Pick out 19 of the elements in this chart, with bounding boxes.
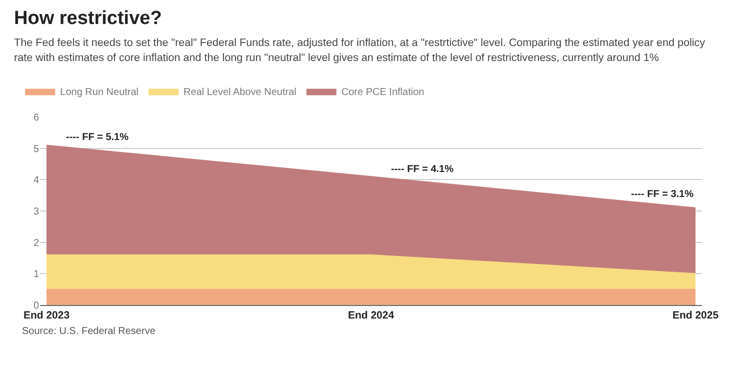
source-note: Source: U.S. Federal Reserve — [22, 326, 156, 338]
y-tick-label: 1 — [33, 269, 40, 280]
legend-label: Long Run Neutral — [60, 87, 139, 98]
x-tick-label: End 2024 — [348, 310, 394, 322]
y-tick-label: 5 — [33, 144, 40, 155]
legend-label: Core PCE Inflation — [341, 87, 424, 98]
chart-subtitle: The Fed feels it needs to set the "real" Federal Funds rate, adjusted for inflation, at a "restrtictive" level. Comparing the estimated year end policy rate with estimates of core inflation and the long run "neutral" level gives an estimate of the level of restrictiveness, currently around 1% — [14, 36, 706, 66]
annotation: ---- FF = 4.1% — [391, 164, 454, 176]
annotation: ---- FF = 5.1% — [66, 132, 129, 144]
x-tick-label: End 2023 — [23, 310, 70, 322]
y-tick-label: 2 — [33, 238, 40, 249]
y-tick-label: 6 — [33, 112, 40, 124]
annotation: ---- FF = 3.1% — [631, 189, 694, 200]
y-tick-label: 0 — [33, 300, 40, 312]
y-tick-label: 4 — [33, 175, 40, 186]
chart-title: How restrictive? — [14, 8, 163, 30]
x-tick-label: End 2025 — [672, 310, 719, 322]
legend-label: Real Level Above Neutral — [184, 87, 296, 98]
y-tick-label: 3 — [33, 206, 40, 218]
